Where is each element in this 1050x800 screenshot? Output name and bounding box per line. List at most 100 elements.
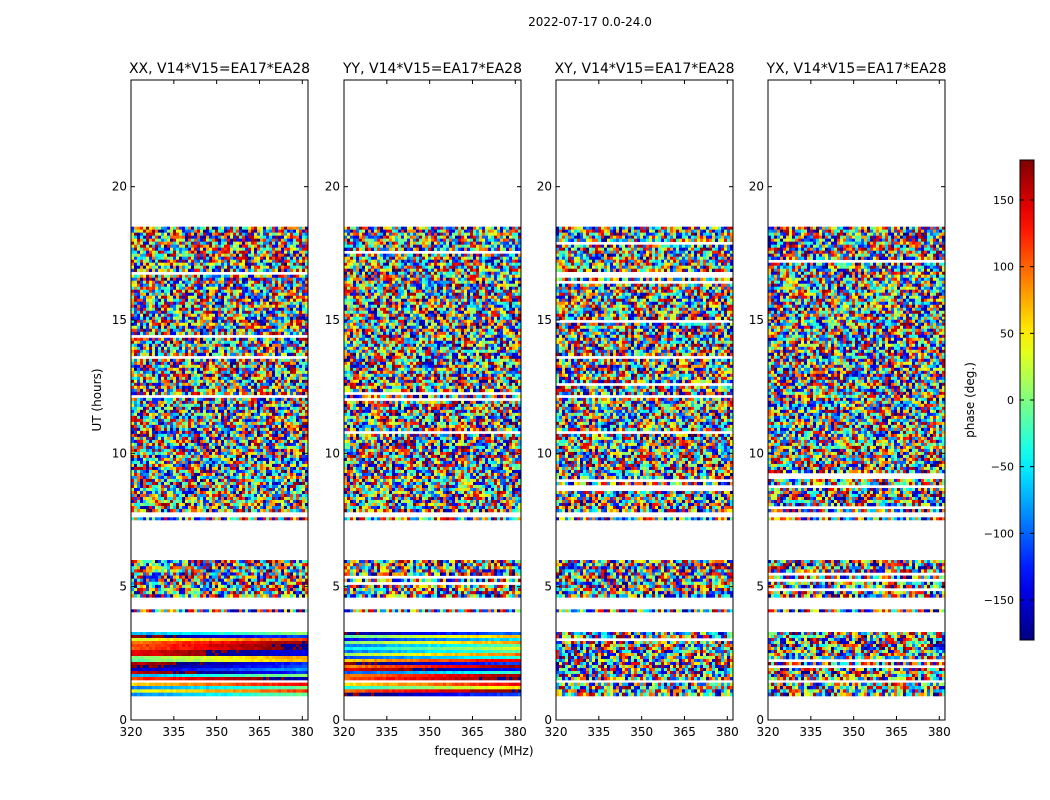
- heatmap-cell: [284, 632, 288, 636]
- heatmap-cell: [260, 674, 264, 678]
- heatmap-cell: [167, 361, 171, 366]
- heatmap-cell: [248, 692, 252, 697]
- heatmap-cell: [260, 682, 264, 687]
- heatmap-cell: [224, 689, 228, 693]
- heatmap-cell: [218, 641, 222, 645]
- heatmap-cell: [191, 244, 195, 248]
- heatmap-cell: [245, 280, 249, 285]
- heatmap-cell: [275, 247, 279, 251]
- heatmap-cell: [230, 376, 234, 381]
- heatmap-cell: [179, 265, 183, 270]
- heatmap-cell: [260, 241, 264, 245]
- heatmap-cell: [245, 325, 249, 330]
- heatmap-cell: [251, 346, 255, 351]
- heatmap-cell: [305, 517, 309, 521]
- heatmap-cell: [248, 361, 252, 366]
- heatmap-cell: [266, 581, 270, 586]
- heatmap-cell: [197, 692, 201, 697]
- heatmap-cell: [173, 241, 177, 245]
- heatmap-cell: [152, 247, 156, 251]
- heatmap-cell: [179, 641, 183, 645]
- heatmap-cell: [296, 364, 300, 369]
- heatmap-cell: [140, 382, 144, 387]
- heatmap-cell: [257, 578, 261, 583]
- heatmap-cell: [209, 325, 213, 330]
- heatmap-cell: [287, 310, 291, 315]
- heatmap-cell: [290, 575, 294, 579]
- heatmap-cell: [269, 566, 273, 570]
- heatmap-cell: [248, 313, 252, 318]
- heatmap-cell: [182, 671, 186, 675]
- heatmap-cell: [293, 292, 297, 297]
- heatmap-cell: [179, 304, 183, 309]
- heatmap-cell: [227, 319, 231, 324]
- heatmap-cell: [221, 635, 225, 639]
- heatmap-cell: [245, 635, 249, 639]
- heatmap-cell: [179, 352, 183, 357]
- heatmap-cell: [218, 307, 222, 312]
- heatmap-cell: [140, 635, 144, 639]
- heatmap-cell: [296, 313, 300, 318]
- heatmap-cell: [191, 349, 195, 354]
- heatmap-cell: [134, 689, 138, 693]
- heatmap-cell: [218, 289, 222, 294]
- heatmap-cell: [149, 594, 153, 598]
- heatmap-cell: [152, 256, 156, 260]
- heatmap-cell: [137, 319, 141, 324]
- heatmap-cell: [284, 232, 288, 236]
- heatmap-cell: [191, 560, 195, 564]
- heatmap-cell: [170, 232, 174, 236]
- heatmap-cell: [155, 340, 159, 345]
- heatmap-cell: [242, 316, 246, 321]
- heatmap-cell: [299, 370, 303, 375]
- heatmap-cell: [302, 277, 306, 282]
- heatmap-cell: [269, 560, 273, 564]
- heatmap-cell: [176, 262, 180, 267]
- heatmap-cell: [203, 373, 207, 378]
- heatmap-cell: [287, 241, 291, 245]
- heatmap-cell: [137, 588, 141, 592]
- heatmap-cell: [233, 677, 237, 681]
- heatmap-cell: [263, 682, 267, 687]
- heatmap-cell: [185, 229, 189, 233]
- heatmap-cell: [254, 319, 258, 324]
- heatmap-cell: [275, 662, 279, 666]
- heatmap-cell: [149, 304, 153, 309]
- heatmap-cell: [134, 376, 138, 381]
- heatmap-cell: [227, 226, 231, 230]
- heatmap-cell: [227, 517, 231, 521]
- heatmap-cell: [296, 256, 300, 260]
- heatmap-cell: [143, 632, 147, 636]
- heatmap-cell: [149, 638, 153, 642]
- heatmap-cell: [221, 238, 225, 242]
- heatmap-cell: [131, 638, 135, 642]
- heatmap-cell: [206, 364, 210, 369]
- heatmap-cell: [302, 594, 306, 598]
- heatmap-cell: [245, 232, 249, 236]
- heatmap-cell: [296, 277, 300, 282]
- heatmap-cell: [278, 316, 282, 321]
- heatmap-cell: [248, 376, 252, 381]
- heatmap-cell: [233, 644, 237, 648]
- heatmap-cell: [293, 253, 297, 257]
- heatmap-cell: [152, 265, 156, 270]
- heatmap-cell: [239, 656, 243, 660]
- heatmap-cell: [305, 298, 309, 303]
- heatmap-cell: [221, 581, 225, 586]
- heatmap-cell: [203, 689, 207, 693]
- heatmap-cell: [257, 566, 261, 570]
- heatmap-cell: [239, 262, 243, 267]
- heatmap-cell: [143, 609, 147, 613]
- heatmap-cell: [260, 262, 264, 267]
- heatmap-cell: [170, 370, 174, 375]
- heatmap-cell: [212, 250, 216, 254]
- heatmap-cell: [296, 575, 300, 579]
- heatmap-cell: [245, 668, 249, 672]
- heatmap-cell: [221, 668, 225, 672]
- heatmap-cell: [188, 376, 192, 381]
- heatmap-cell: [218, 268, 222, 273]
- heatmap-cell: [191, 572, 195, 576]
- heatmap-cell: [239, 226, 243, 230]
- heatmap-cell: [173, 635, 177, 639]
- heatmap-cell: [242, 262, 246, 267]
